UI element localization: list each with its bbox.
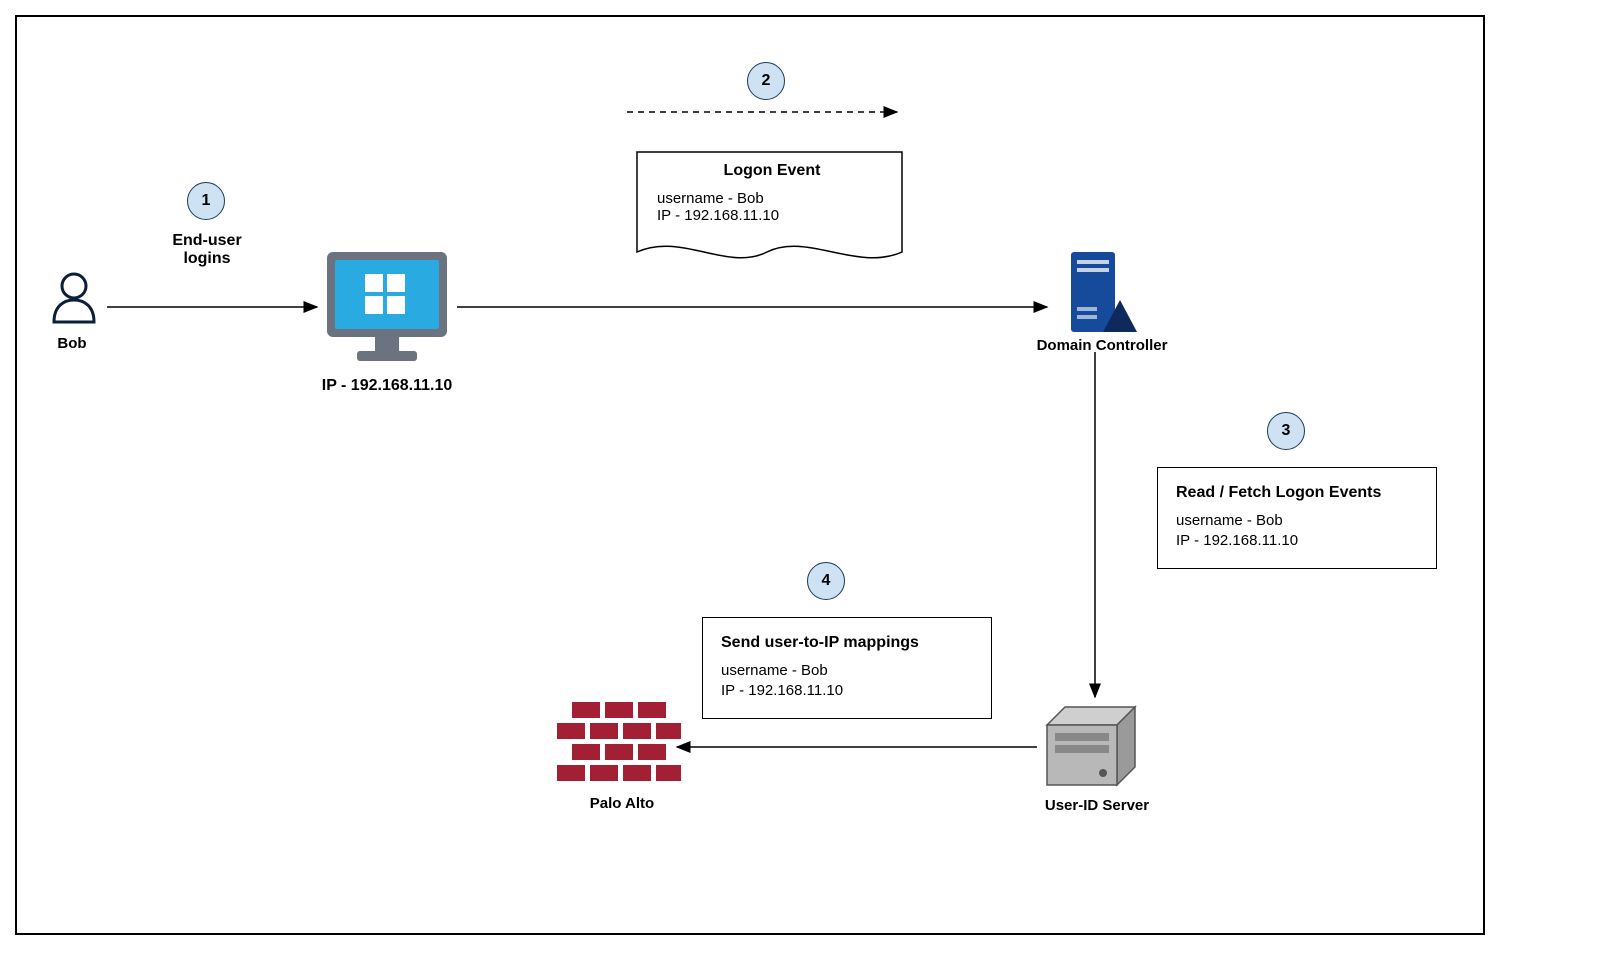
- step-number-4: 4: [822, 572, 831, 590]
- userid-server-label: User-ID Server: [1027, 797, 1167, 814]
- step-badge-4: 4: [807, 562, 845, 600]
- logon-event-line2: IP - 192.168.11.10: [657, 207, 887, 224]
- user-label: Bob: [47, 335, 97, 352]
- logon-event-line1: username - Bob: [657, 190, 887, 207]
- step1-label-line1: End-user: [152, 232, 262, 250]
- step4-card-line2: IP - 192.168.11.10: [721, 682, 973, 699]
- step-number-1: 1: [202, 192, 211, 210]
- step3-card-line2: IP - 192.168.11.10: [1176, 532, 1418, 549]
- step1-label-line2: logins: [152, 250, 262, 268]
- step3-card: Read / Fetch Logon Events username - Bob…: [1157, 467, 1437, 569]
- step3-card-title: Read / Fetch Logon Events: [1176, 484, 1418, 502]
- firewall-label: Palo Alto: [572, 795, 672, 812]
- step1-label: End-user logins: [152, 232, 262, 268]
- step4-card-line1: username - Bob: [721, 662, 973, 679]
- step-badge-3: 3: [1267, 412, 1305, 450]
- diagram-canvas: 1 2 3 4 End-user logins Bob IP - 192.168…: [15, 15, 1485, 935]
- step-number-3: 3: [1282, 422, 1291, 440]
- logon-event-text: Logon Event username - Bob IP - 192.168.…: [657, 162, 887, 224]
- step-badge-1: 1: [187, 182, 225, 220]
- logon-event-title: Logon Event: [657, 162, 887, 180]
- step4-card: Send user-to-IP mappings username - Bob …: [702, 617, 992, 719]
- workstation-label: IP - 192.168.11.10: [302, 377, 472, 395]
- firewall-icon: [557, 702, 681, 781]
- dc-label: Domain Controller: [1022, 337, 1182, 354]
- step-number-2: 2: [762, 72, 771, 90]
- user-icon: [54, 274, 94, 322]
- step3-card-line1: username - Bob: [1176, 512, 1418, 529]
- step-badge-2: 2: [747, 62, 785, 100]
- step4-card-title: Send user-to-IP mappings: [721, 634, 973, 652]
- domain-controller-icon: [1071, 252, 1137, 332]
- workstation-icon: [327, 252, 447, 361]
- userid-server-icon: [1047, 707, 1135, 785]
